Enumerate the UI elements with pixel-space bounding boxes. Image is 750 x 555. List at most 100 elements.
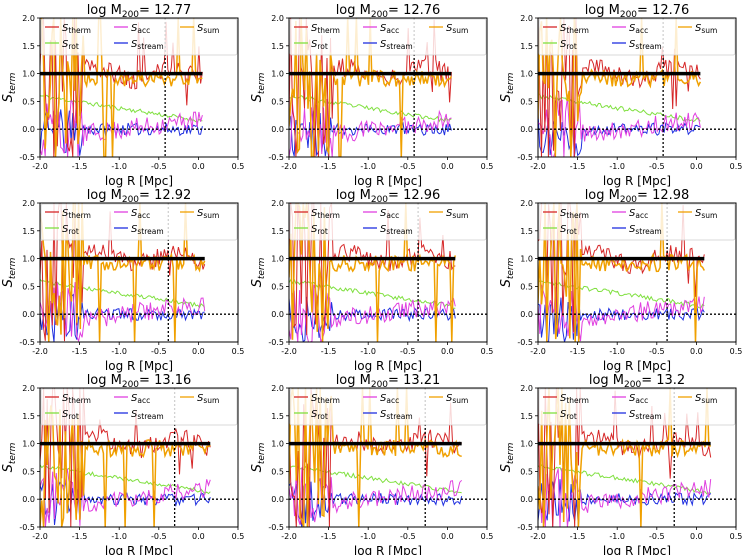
legend-label-stream: Sstream <box>131 409 164 421</box>
plot-area <box>289 388 487 527</box>
x-tick-label: 0.0 <box>441 162 454 171</box>
legend-label-therm: Stherm <box>560 393 589 405</box>
y-tick-label: -0.5 <box>268 338 284 347</box>
axes-frame <box>39 387 239 528</box>
legend: Stherm Sacc Ssum Srot Sstream <box>538 18 736 56</box>
x-tick-label: -2.0 <box>530 347 546 356</box>
x-tick-label: -1.0 <box>111 347 127 356</box>
y-tick-label: 0.5 <box>271 282 284 291</box>
panel-1: log M200= 12.77 Stherm Sacc Ssum Srot Sstream… <box>1 3 244 188</box>
x-axis-label: log R [Mpc] <box>354 174 422 188</box>
legend-label-rot: Srot <box>311 409 328 421</box>
axes-frame <box>39 202 239 343</box>
y-tick-label: 0.5 <box>520 282 533 291</box>
y-tick-label: 1.5 <box>271 42 284 51</box>
axes-frame <box>288 17 488 158</box>
legend-label-sum: Ssum <box>446 208 468 220</box>
legend-label-sum: Ssum <box>446 393 468 405</box>
series-line-therm <box>538 18 701 157</box>
series-line-stream <box>289 481 463 527</box>
legend-label-acc: Sacc <box>131 208 150 220</box>
y-tick-label: -0.5 <box>268 153 284 162</box>
x-tick-label: -0.5 <box>151 347 167 356</box>
legend: Stherm Sacc Ssum Srot Sstream <box>289 203 487 241</box>
x-tick-label: -1.0 <box>111 162 127 171</box>
y-tick-label: -0.5 <box>517 338 533 347</box>
y-tick-label: 1.0 <box>520 255 533 264</box>
plot-area <box>40 388 238 527</box>
axes-frame <box>288 387 488 528</box>
panel-2: log M200= 12.76 Stherm Sacc Ssum Srot Sstream… <box>250 3 493 188</box>
panel-5: log M200= 12.96 Stherm Sacc Ssum Srot Sstream… <box>250 188 493 373</box>
panel-7: log M200= 13.16 Stherm Sacc Ssum Srot Sstream… <box>1 373 244 555</box>
series-line-rot <box>538 92 701 123</box>
panel-title: log M200= 12.98 <box>585 188 690 205</box>
y-tick-label: 1.5 <box>22 412 35 421</box>
plot-area <box>538 18 736 157</box>
y-axis-label: Sterm <box>499 72 516 102</box>
legend-label-sum: Ssum <box>695 393 717 405</box>
axes-frame <box>39 17 239 158</box>
panel-title: log M200= 12.76 <box>585 3 690 20</box>
x-tick-label: -1.5 <box>570 162 586 171</box>
axes-frame <box>537 387 737 528</box>
x-tick-label: 0.5 <box>481 162 494 171</box>
legend-label-acc: Sacc <box>380 393 399 405</box>
legend-label-sum: Ssum <box>446 23 468 35</box>
legend-label-sum: Ssum <box>695 23 717 35</box>
series-line-rot <box>289 278 456 309</box>
y-tick-label: 1.5 <box>271 412 284 421</box>
legend-label-rot: Srot <box>560 39 577 51</box>
y-tick-label: 2.0 <box>520 384 533 393</box>
legend-label-stream: Sstream <box>629 39 662 51</box>
legend-label-acc: Sacc <box>629 23 648 35</box>
x-tick-label: -1.0 <box>609 532 625 541</box>
legend-label-acc: Sacc <box>131 23 150 35</box>
legend: Stherm Sacc Ssum Srot Sstream <box>289 18 487 56</box>
y-tick-label: 0.0 <box>271 125 284 134</box>
x-tick-label: -2.0 <box>530 162 546 171</box>
legend-label-rot: Srot <box>62 409 79 421</box>
y-tick-label: 1.5 <box>22 42 35 51</box>
legend-label-acc: Sacc <box>380 23 399 35</box>
legend-label-therm: Stherm <box>560 208 589 220</box>
panel-6: log M200= 12.98 Stherm Sacc Ssum Srot Sstream… <box>499 188 742 373</box>
legend-label-sum: Ssum <box>197 23 219 35</box>
y-tick-label: -0.5 <box>517 523 533 532</box>
y-tick-label: 2.0 <box>520 199 533 208</box>
legend-label-rot: Srot <box>62 39 79 51</box>
series-line-acc <box>40 97 203 157</box>
legend-label-stream: Sstream <box>380 39 413 51</box>
y-tick-label: 0.0 <box>520 495 533 504</box>
x-tick-label: -1.5 <box>321 532 337 541</box>
legend-label-therm: Stherm <box>311 208 340 220</box>
y-tick-label: 1.5 <box>520 227 533 236</box>
series-line-acc <box>289 284 456 342</box>
series-line-therm <box>538 203 705 332</box>
x-tick-label: -1.5 <box>570 347 586 356</box>
panel-title: log M200= 12.77 <box>87 3 192 20</box>
y-tick-label: 1.0 <box>271 440 284 449</box>
legend-label-therm: Stherm <box>311 23 340 35</box>
y-axis-label: Sterm <box>1 257 18 287</box>
x-axis-label: log R [Mpc] <box>603 174 671 188</box>
y-tick-label: 1.5 <box>271 227 284 236</box>
y-tick-label: 1.0 <box>271 255 284 264</box>
panel-title: log M200= 13.2 <box>589 373 685 390</box>
panel-title: log M200= 12.96 <box>336 188 441 205</box>
x-tick-label: -1.5 <box>72 347 88 356</box>
y-tick-label: 2.0 <box>271 14 284 23</box>
x-tick-label: 0.0 <box>192 347 205 356</box>
panel-3: log M200= 12.76 Stherm Sacc Ssum Srot Sstream… <box>499 3 742 188</box>
y-tick-label: 2.0 <box>22 384 35 393</box>
x-tick-label: 0.5 <box>730 162 743 171</box>
y-tick-label: 0.5 <box>271 97 284 106</box>
panel-title: log M200= 13.21 <box>336 373 441 390</box>
x-tick-label: -2.0 <box>32 162 48 171</box>
series-line-sum <box>289 203 457 342</box>
y-tick-label: 2.0 <box>520 14 533 23</box>
y-axis-label: Sterm <box>1 442 18 472</box>
x-tick-label: -2.0 <box>530 532 546 541</box>
x-tick-label: -1.5 <box>72 532 88 541</box>
y-axis-label: Sterm <box>499 442 516 472</box>
